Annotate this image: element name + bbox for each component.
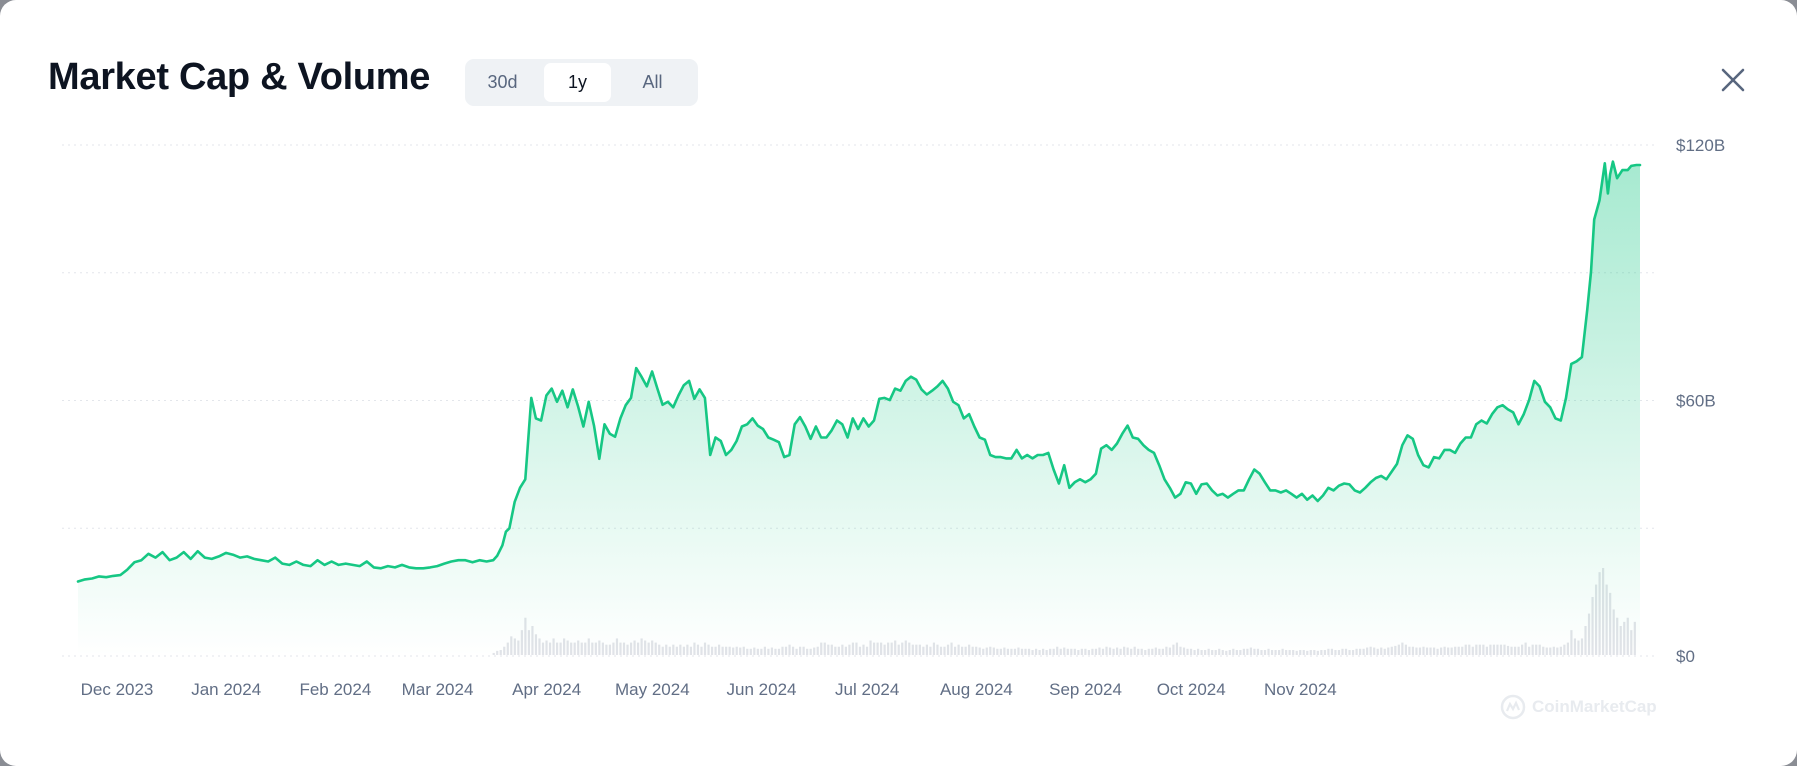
- x-axis: Dec 2023 Jan 2024 Feb 2024 Mar 2024 Apr 2024…: [81, 680, 1337, 699]
- x-tick-label: Sep 2024: [1049, 680, 1122, 699]
- y-axis: $120B $60B $0: [1676, 136, 1725, 666]
- x-tick-label: Mar 2024: [402, 680, 474, 699]
- watermark-text: CoinMarketCap: [1532, 697, 1657, 716]
- y-tick-label: $120B: [1676, 136, 1725, 155]
- x-tick-label: Dec 2023: [81, 680, 154, 699]
- page-title: Market Cap & Volume: [48, 56, 431, 98]
- x-tick-label: Apr 2024: [512, 680, 581, 699]
- x-tick-label: May 2024: [615, 680, 690, 699]
- close-icon: [1721, 68, 1745, 92]
- coinmarketcap-logo-icon: [1500, 694, 1526, 720]
- x-tick-label: Jan 2024: [191, 680, 261, 699]
- tab-all[interactable]: All: [642, 72, 663, 92]
- x-tick-label: Jun 2024: [727, 680, 797, 699]
- market-cap-area: [78, 161, 1640, 656]
- y-tick-label: $0: [1676, 647, 1695, 666]
- x-tick-label: Jul 2024: [835, 680, 899, 699]
- time-range-selector: 30d 1y All: [465, 59, 698, 106]
- watermark: CoinMarketCap: [1500, 694, 1657, 720]
- x-tick-label: Aug 2024: [940, 680, 1013, 699]
- tab-30d[interactable]: 30d: [487, 72, 518, 92]
- x-tick-label: Oct 2024: [1157, 680, 1226, 699]
- close-button[interactable]: [1716, 63, 1750, 97]
- x-tick-label: Feb 2024: [299, 680, 371, 699]
- y-tick-label: $60B: [1676, 392, 1716, 411]
- market-cap-line: [76, 160, 1642, 583]
- tab-1y[interactable]: 1y: [544, 63, 611, 102]
- x-tick-label: Nov 2024: [1264, 680, 1337, 699]
